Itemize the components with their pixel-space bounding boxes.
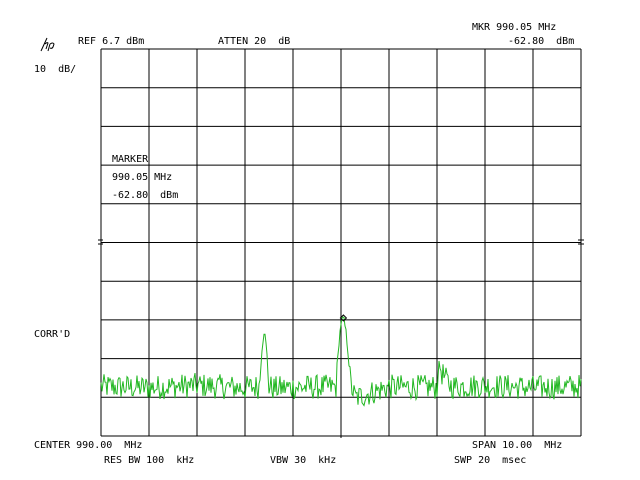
marker-amplitude-readout: -62.80 dBm bbox=[508, 36, 575, 47]
marker-frequency-readout: MKR 990.05 MHz bbox=[472, 22, 557, 33]
trace-line bbox=[100, 316, 582, 407]
hp-logo bbox=[40, 37, 55, 52]
center-frequency: CENTER 990.00 MHz bbox=[34, 440, 143, 451]
attenuation: ATTEN 20 dB bbox=[218, 36, 291, 47]
marker-box-frequency: 990.05 MHz bbox=[112, 172, 173, 183]
sweep-time: SWP 20 msec bbox=[454, 455, 527, 466]
resolution-bandwidth: RES BW 100 kHz bbox=[104, 455, 195, 466]
marker-point bbox=[339, 314, 348, 322]
video-bandwidth: VBW 30 kHz bbox=[270, 455, 337, 466]
marker-diamond bbox=[339, 314, 348, 322]
reference-ticks bbox=[98, 239, 584, 438]
correction-indicator: CORR'D bbox=[34, 329, 71, 340]
graticule bbox=[100, 48, 582, 437]
spectrum-trace bbox=[100, 316, 582, 407]
ref-level: REF 6.7 dBm bbox=[78, 36, 145, 47]
marker-box-amplitude: -62.80 dBm bbox=[112, 190, 179, 201]
scale-per-division: 10 dB/ bbox=[34, 64, 77, 75]
frequency-span: SPAN 10.00 MHz bbox=[472, 440, 563, 451]
marker-box-title: MARKER bbox=[112, 154, 149, 165]
